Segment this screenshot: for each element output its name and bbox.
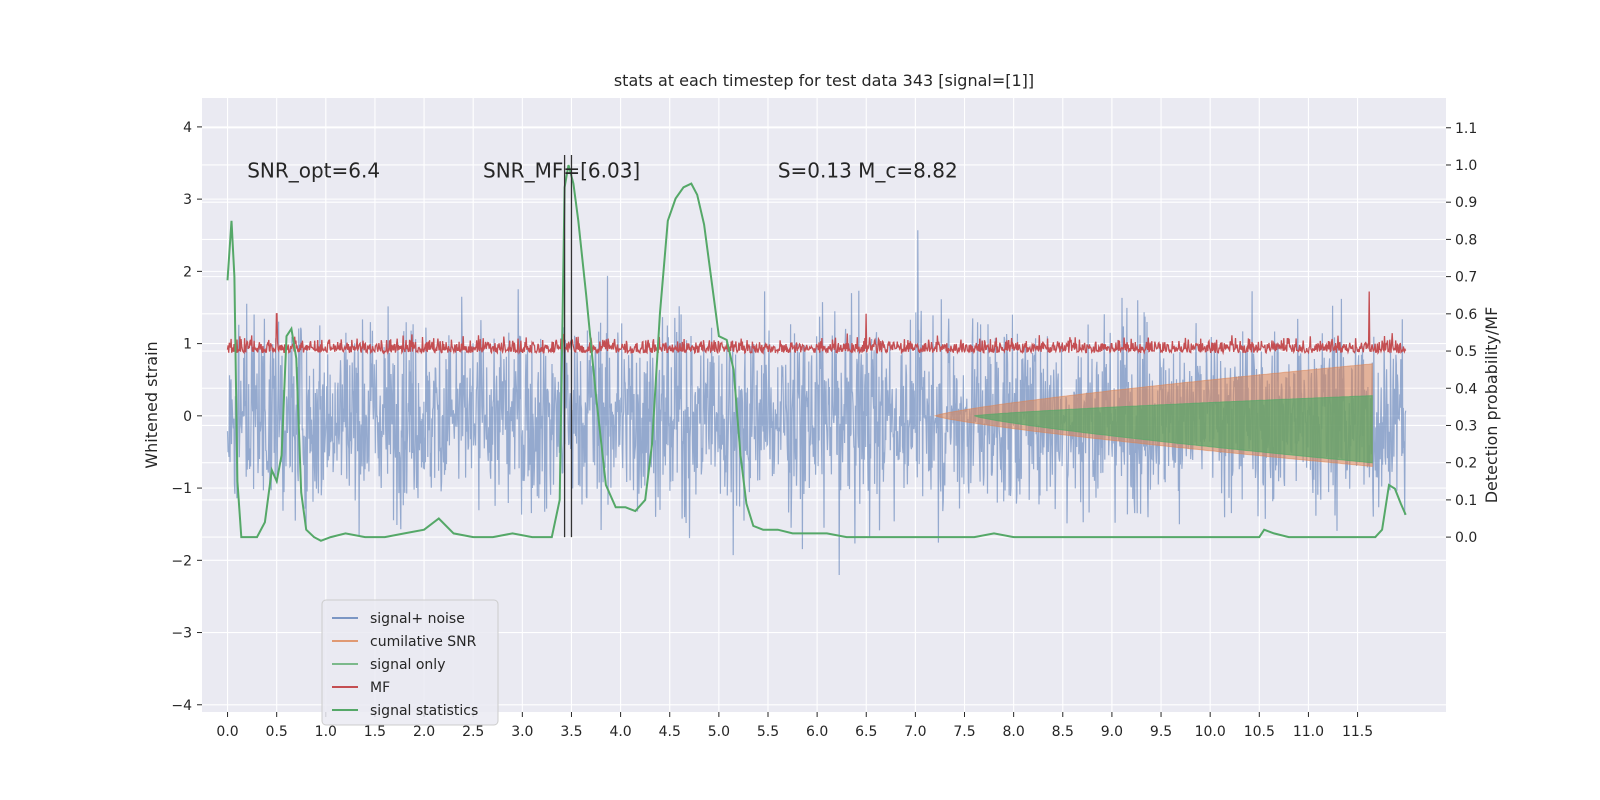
x-tick-label-19: 9.5 xyxy=(1150,724,1172,740)
y-right-tick-label-8: 0.8 xyxy=(1455,232,1477,248)
y-right-tick-label-4: 0.4 xyxy=(1455,381,1477,397)
y-right-tick-label-7: 0.7 xyxy=(1455,270,1477,286)
series-signal-only xyxy=(974,395,1373,464)
x-tick-label-8: 4.0 xyxy=(609,724,631,740)
y-right-tick-label-10: 1.0 xyxy=(1455,158,1477,174)
annotation-snr-mf: SNR_MF=[6.03] xyxy=(483,158,640,182)
x-tick-label-15: 7.5 xyxy=(953,724,975,740)
x-tick-label-20: 10.0 xyxy=(1195,724,1226,740)
legend-label-signal-only: signal only xyxy=(370,657,445,673)
y-right-tick-label-1: 0.1 xyxy=(1455,493,1477,509)
x-tick-label-11: 5.5 xyxy=(757,724,779,740)
annotation-snr-opt: SNR_opt=6.4 xyxy=(247,158,380,182)
x-tick-label-22: 11.0 xyxy=(1293,724,1324,740)
annotations: SNR_opt=6.4 SNR_MF=[6.03] S=0.13 M_c=8.8… xyxy=(247,158,958,182)
x-tick-label-5: 2.5 xyxy=(462,724,484,740)
y-tick-label-6: 2 xyxy=(183,264,192,280)
y-tick-label-3: −1 xyxy=(171,481,192,497)
legend-label-signal-noise: signal+ noise xyxy=(370,611,465,627)
x-tick-label-14: 7.0 xyxy=(904,724,926,740)
x-tick-label-9: 4.5 xyxy=(659,724,681,740)
x-tick-label-16: 8.0 xyxy=(1003,724,1025,740)
x-tick-label-1: 0.5 xyxy=(266,724,288,740)
y-right-tick-label-0: 0.0 xyxy=(1455,530,1477,546)
series-signal-statistics xyxy=(226,164,1407,542)
annotation-s-mc: S=0.13 M_c=8.82 xyxy=(778,158,958,182)
y-right-tick-label-3: 0.3 xyxy=(1455,418,1477,434)
y-axis-ticks: −4 −3 −2 −1 0 1 2 3 4 xyxy=(171,120,202,714)
x-tick-label-18: 9.0 xyxy=(1101,724,1123,740)
y-tick-label-0: −4 xyxy=(171,698,192,714)
y-right-tick-label-11: 1.1 xyxy=(1455,121,1477,137)
y-tick-label-8: 4 xyxy=(183,120,192,136)
legend-label-mf: MF xyxy=(370,680,390,696)
x-tick-label-4: 2.0 xyxy=(413,724,435,740)
y-tick-label-7: 3 xyxy=(183,192,192,208)
x-tick-label-21: 10.5 xyxy=(1244,724,1275,740)
series-mf xyxy=(226,291,1407,356)
legend-label-cumulative-snr: cumilative SNR xyxy=(370,634,477,650)
x-tick-label-10: 5.0 xyxy=(708,724,730,740)
x-tick-label-3: 1.5 xyxy=(364,724,386,740)
x-tick-label-7: 3.5 xyxy=(560,724,582,740)
vertical-markers xyxy=(563,154,573,538)
legend-label-signal-statistics: signal statistics xyxy=(370,703,478,719)
y-tick-label-5: 1 xyxy=(183,337,192,353)
x-tick-label-17: 8.5 xyxy=(1052,724,1074,740)
x-tick-label-6: 3.0 xyxy=(511,724,533,740)
y-tick-label-2: −2 xyxy=(171,553,192,569)
x-tick-label-12: 6.0 xyxy=(806,724,828,740)
y-right-tick-label-2: 0.2 xyxy=(1455,456,1477,472)
series-layer xyxy=(226,164,1407,576)
y-axis-right-ticks: 0.0 0.1 0.2 0.3 0.4 0.5 0.6 0.7 0.8 0.9 1.0 1.1 xyxy=(1446,121,1477,546)
y-tick-label-4: 0 xyxy=(183,409,192,425)
x-tick-label-23: 11.5 xyxy=(1342,724,1373,740)
y-tick-label-1: −3 xyxy=(171,626,192,642)
y-axis-right-label: Detection probability/MF xyxy=(1482,307,1501,504)
y-right-tick-label-9: 0.9 xyxy=(1455,195,1477,211)
legend: signal+ noise cumilative SNR signal only… xyxy=(321,599,499,726)
y-right-tick-label-6: 0.6 xyxy=(1455,307,1477,323)
chart-title: stats at each timestep for test data 343… xyxy=(614,71,1034,90)
x-tick-label-0: 0.0 xyxy=(216,724,238,740)
x-tick-label-2: 1.0 xyxy=(315,724,337,740)
x-tick-label-13: 6.5 xyxy=(855,724,877,740)
y-axis-label: Whitened strain xyxy=(142,341,161,468)
x-axis-ticks: 0.0 0.5 1.0 1.5 2.0 2.5 3.0 3.5 4.0 4.5 5.0 5.5 6.0 6… xyxy=(216,712,1373,740)
y-right-tick-label-5: 0.5 xyxy=(1455,344,1477,360)
legend-box xyxy=(321,599,499,726)
